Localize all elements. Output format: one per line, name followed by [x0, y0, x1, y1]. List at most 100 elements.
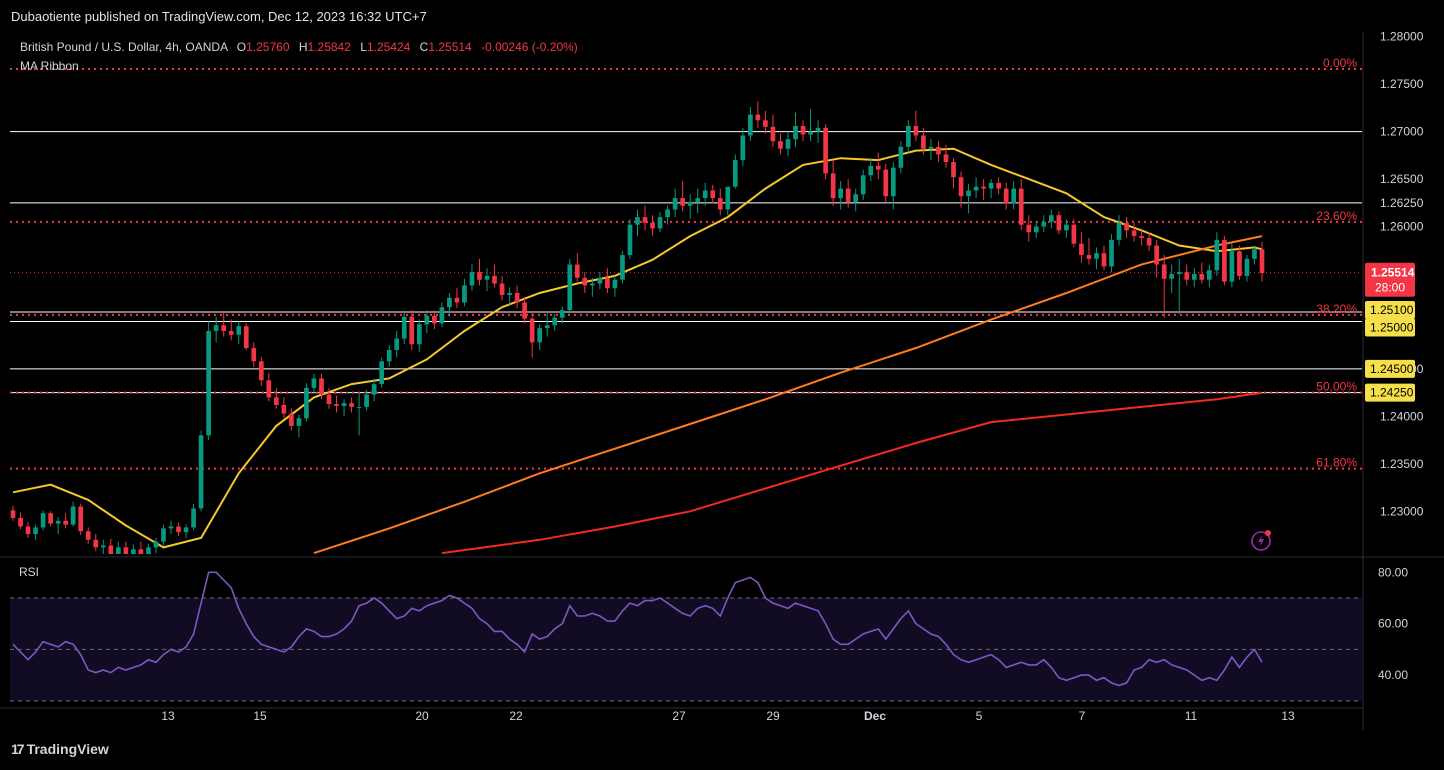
candle-body: [228, 330, 234, 335]
candle: [25, 521, 31, 538]
candle: [416, 319, 422, 352]
candle-body: [868, 165, 874, 176]
footer-bar: [0, 730, 1444, 770]
candle-body: [710, 190, 716, 199]
candle: [860, 169, 866, 200]
candle: [522, 296, 527, 324]
candle-body: [860, 175, 866, 195]
candle-body: [424, 315, 430, 325]
candle-body: [680, 198, 685, 206]
candle: [717, 188, 723, 216]
candle: [710, 184, 716, 204]
candle: [815, 120, 821, 144]
last-price-badge: [1365, 262, 1415, 297]
candle: [1176, 258, 1182, 314]
candle: [401, 311, 407, 345]
indicator-legend[interactable]: MA Ribbon: [20, 59, 79, 73]
candle-body: [454, 297, 460, 303]
candle-body: [529, 318, 535, 343]
candle-body: [943, 154, 949, 163]
level-badge: [1365, 383, 1415, 402]
price-tick-label: 1.23000: [1380, 504, 1424, 518]
candle: [1169, 264, 1175, 293]
candle-body: [936, 146, 941, 155]
candle: [973, 177, 979, 199]
fib-level-label: 38.20%: [1316, 302, 1357, 316]
level-badge-label: 1.25000: [1370, 320, 1414, 334]
candle: [1018, 179, 1024, 231]
candle-body: [1116, 222, 1122, 240]
candle: [499, 275, 505, 301]
candle-body: [808, 131, 813, 135]
high-label: H: [298, 40, 308, 54]
candle: [755, 101, 761, 128]
candle: [221, 311, 227, 337]
tradingview-logo[interactable]: 17 TradingView: [11, 741, 109, 757]
candle-body: [1176, 272, 1182, 275]
candle: [725, 186, 731, 216]
candle-body: [1237, 251, 1242, 276]
candle: [296, 414, 302, 438]
candle: [243, 323, 249, 350]
candle-body: [499, 283, 505, 295]
candle-body: [582, 277, 588, 286]
candle-body: [1214, 239, 1220, 271]
candle-body: [1048, 215, 1054, 222]
candle: [875, 152, 881, 180]
candle: [951, 158, 956, 189]
candle: [33, 524, 38, 540]
level-badge: [1365, 359, 1415, 378]
candle-body: [778, 141, 783, 149]
candle-body: [63, 520, 69, 525]
candle-body: [334, 404, 339, 406]
candle: [146, 543, 151, 554]
candle: [507, 287, 512, 307]
candle: [484, 268, 490, 292]
candle: [198, 430, 204, 512]
price-tick-label: 1.26500: [1380, 172, 1424, 186]
candle-body: [85, 531, 91, 540]
candle: [48, 511, 53, 527]
candle-body: [296, 418, 302, 426]
candle: [514, 285, 520, 309]
candle-body: [10, 510, 16, 518]
candle-body: [1018, 188, 1024, 225]
price-tick-label: 1.27000: [1380, 125, 1424, 139]
rsi-tick-label: 60.00: [1378, 617, 1408, 631]
candle: [1094, 247, 1099, 270]
candle: [732, 154, 738, 189]
alert-clock-icon[interactable]: [1250, 529, 1272, 551]
candle-body: [251, 348, 257, 362]
candle-body: [161, 528, 166, 542]
candle-body: [988, 182, 994, 189]
candle-body: [379, 361, 385, 385]
candle: [823, 124, 828, 180]
candle-body: [672, 198, 678, 210]
candle: [349, 397, 354, 413]
candle: [1064, 218, 1069, 238]
candle: [808, 108, 813, 142]
price-tick-label: 1.24000: [1380, 409, 1424, 423]
candle-body: [1184, 272, 1190, 280]
candle-body: [695, 198, 701, 202]
candle: [1259, 241, 1265, 282]
time-tick-label: 7: [1079, 709, 1086, 723]
candle: [386, 345, 392, 368]
change-value: -0.00246 (-0.20%): [481, 40, 578, 54]
price-axis: 1.28000 1.27500 1.27000 1.26500 1.26250 1.260…: [1362, 30, 1424, 730]
candle-body: [1056, 215, 1062, 231]
candle: [981, 179, 986, 200]
level-badge: [1365, 318, 1415, 337]
candle: [958, 171, 964, 208]
candle-body: [830, 173, 836, 199]
candle: [40, 510, 46, 531]
rsi-pane-label[interactable]: RSI: [19, 565, 40, 579]
candle-body: [958, 177, 964, 197]
candle: [469, 264, 475, 292]
candle-body: [620, 255, 625, 280]
symbol-legend[interactable]: British Pound / U.S. Dollar, 4h, OANDA O…: [20, 40, 578, 54]
candle-body: [921, 135, 926, 149]
candle-body: [732, 160, 738, 187]
candle-body: [153, 541, 159, 548]
